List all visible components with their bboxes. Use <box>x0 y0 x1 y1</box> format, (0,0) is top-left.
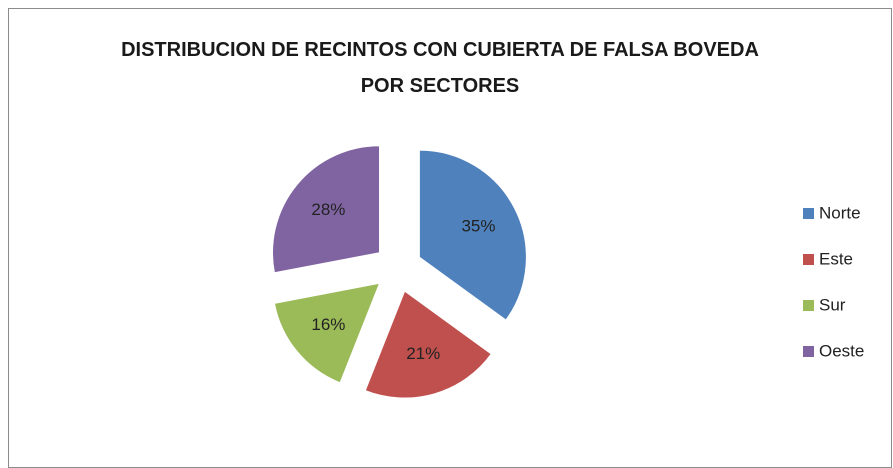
pie-slice <box>273 282 381 384</box>
data-label: 35% <box>461 216 495 235</box>
legend-label: Sur <box>819 295 846 314</box>
pie-slice <box>272 145 381 274</box>
pie-slice <box>418 149 527 321</box>
legend-label: Oeste <box>819 341 864 360</box>
legend-swatch <box>803 254 814 265</box>
data-label: 21% <box>406 344 440 363</box>
legend-swatch <box>803 346 814 357</box>
legend-swatch <box>803 208 814 219</box>
legend-swatch <box>803 300 814 311</box>
legend-label: Este <box>819 249 853 268</box>
legend-label: Norte <box>819 203 861 222</box>
data-label: 16% <box>311 315 345 334</box>
data-label: 28% <box>311 200 345 219</box>
chart-title: DISTRIBUCION DE RECINTOS CON CUBIERTA DE… <box>121 39 759 97</box>
pie-slice <box>364 290 492 399</box>
